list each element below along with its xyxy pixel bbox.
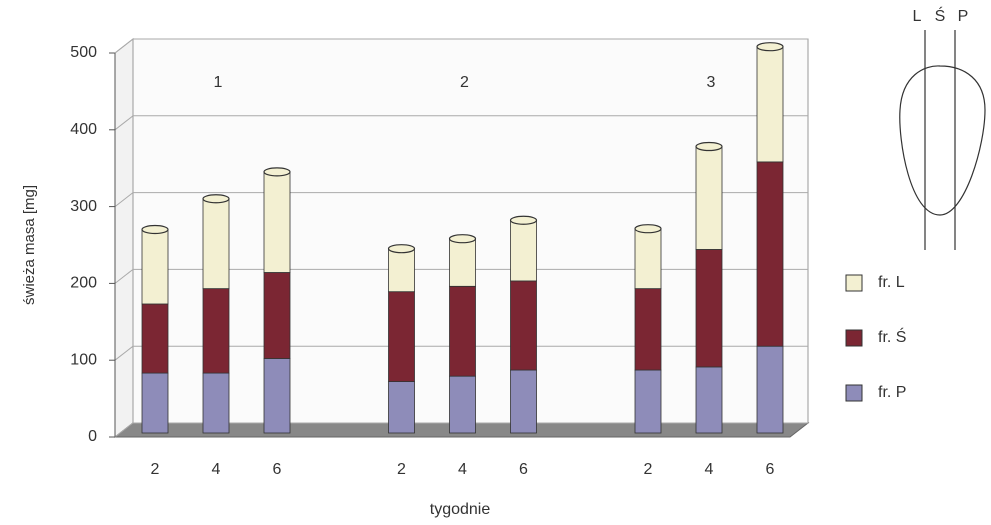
bar-top <box>203 195 229 203</box>
x-axis-label: tygodnie <box>430 501 491 518</box>
legend-swatch <box>846 275 862 291</box>
x-tick-label: 2 <box>644 461 653 478</box>
legend-label: fr. L <box>878 274 905 291</box>
bar-segment <box>450 239 476 287</box>
bar-segment <box>389 382 415 433</box>
bar-top <box>264 168 290 176</box>
bar-segment <box>264 359 290 433</box>
diagram-label: P <box>958 8 969 25</box>
y-tick-label: 0 <box>88 428 97 445</box>
bar-segment <box>264 172 290 273</box>
bar-segment <box>696 147 722 250</box>
bar-top <box>511 216 537 224</box>
bar-segment <box>511 281 537 370</box>
side-wall <box>115 39 133 437</box>
bar-top <box>450 235 476 243</box>
bar-top <box>142 225 168 233</box>
bar-segment <box>450 286 476 376</box>
chart: świeża masa [mg] tygodnie 0 100 200 300 400 5… <box>0 0 991 525</box>
y-tick-label: 100 <box>70 351 97 368</box>
bar-segment <box>389 292 415 382</box>
bar-segment <box>203 289 229 373</box>
bar-segment <box>142 373 168 433</box>
group-label: 1 <box>214 74 223 91</box>
diagram-label: L <box>913 8 922 25</box>
bar-top <box>635 225 661 233</box>
bar-segment <box>142 304 168 373</box>
diagram-label: Ś <box>935 6 946 25</box>
bar-segment <box>450 376 476 433</box>
y-tick-label: 200 <box>70 275 97 292</box>
bar-top <box>696 143 722 151</box>
bar-segment <box>264 272 290 358</box>
bar-segment <box>389 249 415 292</box>
x-tick-label: 4 <box>705 461 714 478</box>
x-tick-label: 4 <box>212 461 221 478</box>
bar-segment <box>511 370 537 433</box>
x-tick-label: 6 <box>273 461 282 478</box>
legend-swatch <box>846 330 862 346</box>
bar-segment <box>635 289 661 370</box>
diagram <box>900 30 985 250</box>
bar-segment <box>511 220 537 281</box>
y-tick-label: 400 <box>70 121 97 138</box>
page: świeża masa [mg] tygodnie 0 100 200 300 400 5… <box>0 0 991 525</box>
bar-top <box>757 43 783 51</box>
x-tick-label: 6 <box>766 461 775 478</box>
bar-segment <box>696 367 722 433</box>
group-label: 2 <box>460 74 469 91</box>
bar-segment <box>635 229 661 289</box>
x-tick-label: 2 <box>397 461 406 478</box>
bar-top <box>389 245 415 253</box>
x-tick-label: 6 <box>519 461 528 478</box>
bar-segment <box>635 370 661 433</box>
bar-segment <box>696 249 722 367</box>
y-tick-label: 500 <box>70 44 97 61</box>
bar-segment <box>757 162 783 346</box>
bar-segment <box>203 199 229 289</box>
legend-label: fr. Ś <box>878 327 906 346</box>
group-label: 3 <box>707 74 716 91</box>
y-tick-label: 300 <box>70 198 97 215</box>
legend-swatch <box>846 385 862 401</box>
bar-segment <box>203 373 229 433</box>
x-tick-label: 4 <box>458 461 467 478</box>
bar-segment <box>757 47 783 162</box>
bar-segment <box>757 346 783 433</box>
legend-label: fr. P <box>878 384 906 401</box>
bar-segment <box>142 229 168 303</box>
diagram-shape <box>900 66 985 215</box>
y-axis-label: świeża masa [mg] <box>21 185 38 305</box>
x-tick-label: 2 <box>151 461 160 478</box>
